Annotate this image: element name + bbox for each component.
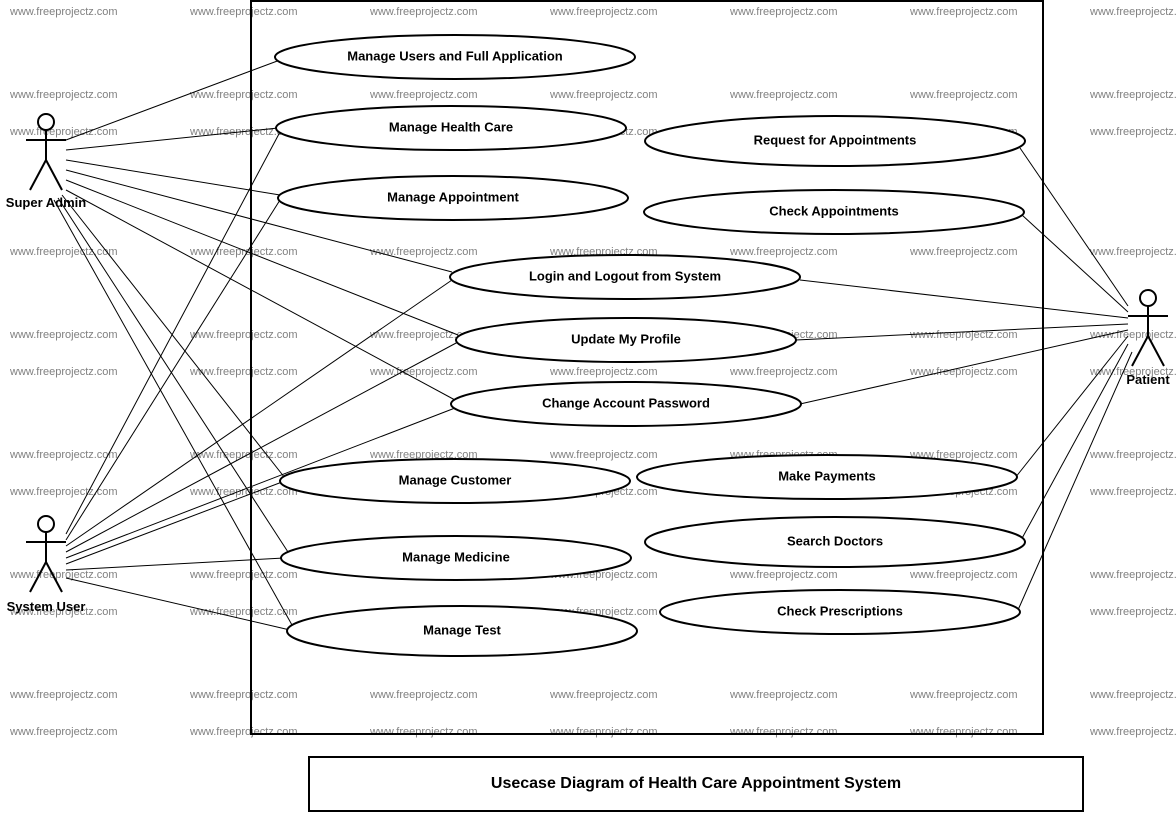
- watermark-text: www.freeprojectz.com: [549, 366, 658, 378]
- watermark-text: www.freeprojectz.com: [1089, 6, 1176, 18]
- watermark-text: www.freeprojectz.com: [369, 246, 478, 258]
- actor-head-icon: [1140, 290, 1156, 306]
- watermark-text: www.freeprojectz.com: [189, 689, 298, 701]
- usecase-label-manage-medicine: Manage Medicine: [402, 549, 510, 564]
- usecase-label-manage-customer: Manage Customer: [399, 472, 512, 487]
- watermark-text: www.freeprojectz.com: [1089, 126, 1176, 138]
- watermark-text: www.freeprojectz.com: [369, 689, 478, 701]
- watermark-text: www.freeprojectz.com: [9, 449, 118, 461]
- watermark-text: www.freeprojectz.com: [729, 89, 838, 101]
- watermark-text: www.freeprojectz.com: [729, 366, 838, 378]
- watermark-text: www.freeprojectz.com: [549, 89, 658, 101]
- watermark-text: www.freeprojectz.com: [369, 366, 478, 378]
- watermark-text: www.freeprojectz.com: [729, 246, 838, 258]
- watermark-text: www.freeprojectz.com: [369, 89, 478, 101]
- actor-system-user: System User: [7, 516, 86, 614]
- actor-head-icon: [38, 516, 54, 532]
- watermark-text: www.freeprojectz.com: [1089, 329, 1176, 341]
- watermark-text: www.freeprojectz.com: [9, 246, 118, 258]
- watermark-text: www.freeprojectz.com: [909, 726, 1018, 738]
- watermark-text: www.freeprojectz.com: [1089, 689, 1176, 701]
- watermark-text: www.freeprojectz.com: [549, 6, 658, 18]
- connector-line: [66, 160, 280, 195]
- usecase-label-update-profile: Update My Profile: [571, 331, 681, 346]
- connector-line: [66, 578, 290, 630]
- usecase-diagram: www.freeprojectz.com www.freeprojectz.com…: [0, 0, 1176, 819]
- watermark-text: www.freeprojectz.com: [549, 726, 658, 738]
- watermark-text: www.freeprojectz.com: [369, 726, 478, 738]
- watermark-text: www.freeprojectz.com: [549, 449, 658, 461]
- watermark-text: www.freeprojectz.com: [549, 689, 658, 701]
- connector-line: [1020, 344, 1128, 542]
- watermark-text: www.freeprojectz.com: [9, 486, 118, 498]
- watermark-text: www.freeprojectz.com: [729, 726, 838, 738]
- usecase-label-change-password: Change Account Password: [542, 395, 710, 410]
- usecase-label-request-appointments: Request for Appointments: [754, 132, 917, 147]
- watermark-text: www.freeprojectz.com: [9, 366, 118, 378]
- watermark-text: www.freeprojectz.com: [189, 449, 298, 461]
- watermark-text: www.freeprojectz.com: [909, 6, 1018, 18]
- actor-leg-right: [46, 160, 62, 190]
- watermark-text: www.freeprojectz.com: [189, 6, 298, 18]
- watermark-text: www.freeprojectz.com: [1089, 246, 1176, 258]
- usecase-label-check-appointments: Check Appointments: [769, 203, 899, 218]
- usecase-label-manage-appointment: Manage Appointment: [387, 189, 519, 204]
- connector-line: [800, 330, 1128, 404]
- connector-line: [1022, 215, 1128, 312]
- watermark-text: www.freeprojectz.com: [9, 726, 118, 738]
- watermark-text: www.freeprojectz.com: [729, 6, 838, 18]
- watermark-text: www.freeprojectz.com: [369, 6, 478, 18]
- actor-leg-left: [30, 160, 46, 190]
- watermark-text: www.freeprojectz.com: [189, 246, 298, 258]
- watermark-text: www.freeprojectz.com: [189, 329, 298, 341]
- usecase-label-make-payments: Make Payments: [778, 468, 876, 483]
- watermark-text: www.freeprojectz.com: [9, 689, 118, 701]
- watermark-text: www.freeprojectz.com: [1089, 726, 1176, 738]
- watermark-text: www.freeprojectz.com: [9, 569, 118, 581]
- watermark-text: www.freeprojectz.com: [909, 89, 1018, 101]
- watermark-text: www.freeprojectz.com: [189, 726, 298, 738]
- watermark-text: www.freeprojectz.com: [909, 569, 1018, 581]
- watermark-text: www.freeprojectz.com: [909, 689, 1018, 701]
- watermark-text: www.freeprojectz.com: [729, 689, 838, 701]
- watermark-text: www.freeprojectz.com: [729, 569, 838, 581]
- connector-line: [800, 280, 1128, 318]
- watermark-text: www.freeprojectz.com: [1089, 486, 1176, 498]
- watermark-text: www.freeprojectz.com: [909, 246, 1018, 258]
- actor-label-patient: Patient: [1126, 372, 1170, 387]
- usecase-label-login-logout: Login and Logout from System: [529, 268, 721, 283]
- usecase-label-manage-users: Manage Users and Full Application: [347, 48, 563, 63]
- connector-line: [1020, 148, 1128, 306]
- diagram-title: Usecase Diagram of Health Care Appointme…: [491, 775, 901, 792]
- watermark-text: www.freeprojectz.com: [1089, 89, 1176, 101]
- watermark-text: www.freeprojectz.com: [9, 126, 118, 138]
- connector-line: [66, 280, 452, 546]
- usecase-label-manage-health-care: Manage Health Care: [389, 119, 513, 134]
- connector-line: [54, 200, 292, 625]
- actor-label-system-user: System User: [7, 599, 86, 614]
- watermark-text: www.freeprojectz.com: [1089, 449, 1176, 461]
- usecase-label-check-prescriptions: Check Prescriptions: [777, 603, 903, 618]
- watermark-text: www.freeprojectz.com: [189, 606, 298, 618]
- watermark-text: www.freeprojectz.com: [1089, 569, 1176, 581]
- watermark-text: www.freeprojectz.com: [189, 569, 298, 581]
- actor-head-icon: [38, 114, 54, 130]
- watermark-text: www.freeprojectz.com: [9, 89, 118, 101]
- watermark-text: www.freeprojectz.com: [189, 89, 298, 101]
- watermark-text: www.freeprojectz.com: [909, 329, 1018, 341]
- usecase-label-manage-test: Manage Test: [423, 622, 501, 637]
- watermark-text: www.freeprojectz.com: [9, 329, 118, 341]
- usecase-label-search-doctors: Search Doctors: [787, 533, 883, 548]
- watermark-text: www.freeprojectz.com: [1089, 606, 1176, 618]
- actor-label-super-admin: Super Admin: [6, 195, 86, 210]
- watermark-text: www.freeprojectz.com: [9, 6, 118, 18]
